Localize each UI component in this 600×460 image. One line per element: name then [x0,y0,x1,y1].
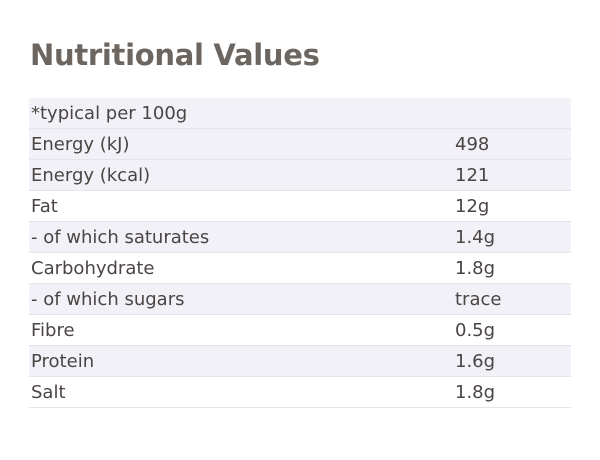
nutrient-label: Salt [29,376,455,408]
nutrient-value: 1.8g [455,252,571,284]
nutrient-label: Energy (kJ) [29,128,455,160]
nutrient-label: - of which saturates [29,221,455,253]
table-row: Energy (kcal) 121 [29,159,571,191]
nutrient-label: Fat [29,190,455,222]
table-row: Energy (kJ) 498 [29,128,571,160]
nutrient-label: Energy (kcal) [29,159,455,191]
nutrient-value: 12g [455,190,571,222]
nutrition-table: *typical per 100g Energy (kJ) 498 Energy… [29,98,571,408]
nutrient-value: trace [455,283,571,315]
page-title: Nutritional Values [30,38,320,72]
table-row: Carbohydrate 1.8g [29,252,571,284]
nutrient-value: 498 [455,128,571,160]
nutrient-value: 1.6g [455,345,571,377]
table-row: Fibre 0.5g [29,314,571,346]
table-row: Protein 1.6g [29,345,571,377]
nutrient-value: 121 [455,159,571,191]
nutrient-label: - of which sugars [29,283,455,315]
table-row: Salt 1.8g [29,376,571,408]
table-row: - of which sugars trace [29,283,571,315]
table-header-value [455,98,571,129]
nutrient-label: Carbohydrate [29,252,455,284]
table-row: - of which saturates 1.4g [29,221,571,253]
table-header-label: *typical per 100g [29,98,455,129]
nutrient-value: 1.8g [455,376,571,408]
nutrient-label: Protein [29,345,455,377]
nutrient-label: Fibre [29,314,455,346]
nutrient-value: 1.4g [455,221,571,253]
table-row: Fat 12g [29,190,571,222]
table-header-row: *typical per 100g [29,98,571,129]
nutrient-value: 0.5g [455,314,571,346]
